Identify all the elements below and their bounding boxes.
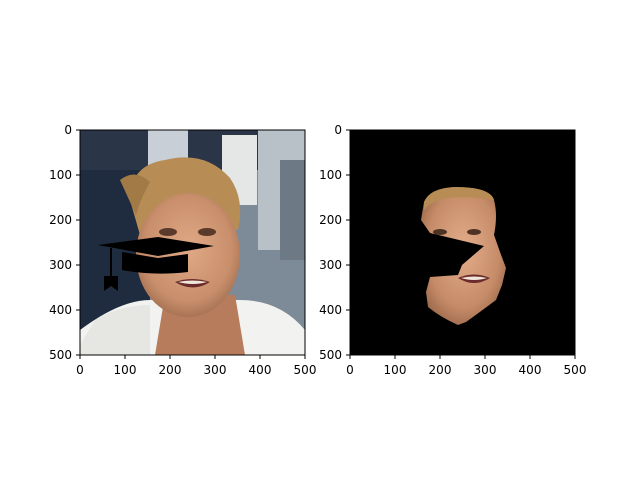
left-x-tick-label: 100	[114, 363, 137, 377]
left-axes-frame	[79, 129, 306, 356]
right-x-tick-label: 400	[519, 363, 542, 377]
face-segment	[421, 187, 506, 325]
right-x-tick-label: 0	[346, 363, 354, 377]
left-x-tick-label: 400	[249, 363, 272, 377]
left-x-tick-label: 500	[294, 363, 317, 377]
left-x-tick-label: 200	[159, 363, 182, 377]
right-axes-frame	[349, 129, 576, 356]
left-y-tick-label: 400	[49, 303, 72, 317]
left-y-axis: 0 100 200 300 400 500	[49, 123, 80, 362]
left-x-tick-label: 300	[204, 363, 227, 377]
right-mask-image	[350, 130, 575, 355]
right-image-panel: 0 100 200 300 400 500 0 100 200 300 400 …	[319, 123, 586, 377]
right-y-tick-label: 200	[319, 213, 342, 227]
right-y-tick-label: 100	[319, 168, 342, 182]
left-x-tick-label: 0	[76, 363, 84, 377]
right-y-tick-label: 300	[319, 258, 342, 272]
right-x-axis: 0 100 200 300 400 500	[346, 355, 586, 377]
left-image-panel: 0 100 200 300 400 500 0 100 200 300 400 …	[49, 123, 316, 377]
left-y-tick-label: 100	[49, 168, 72, 182]
left-y-tick-label: 300	[49, 258, 72, 272]
left-photo	[80, 130, 305, 355]
left-y-tick-label: 200	[49, 213, 72, 227]
left-x-axis: 0 100 200 300 400 500	[76, 355, 316, 377]
right-y-axis: 0 100 200 300 400 500	[319, 123, 350, 362]
left-y-tick-label: 500	[49, 348, 72, 362]
right-y-tick-label: 500	[319, 348, 342, 362]
right-x-tick-label: 500	[564, 363, 587, 377]
right-y-tick-label: 400	[319, 303, 342, 317]
right-x-tick-label: 200	[429, 363, 452, 377]
right-y-tick-label: 0	[334, 123, 342, 137]
right-x-tick-label: 300	[474, 363, 497, 377]
left-y-tick-label: 0	[64, 123, 72, 137]
right-x-tick-label: 100	[384, 363, 407, 377]
graduation-cap-icon	[98, 237, 214, 291]
